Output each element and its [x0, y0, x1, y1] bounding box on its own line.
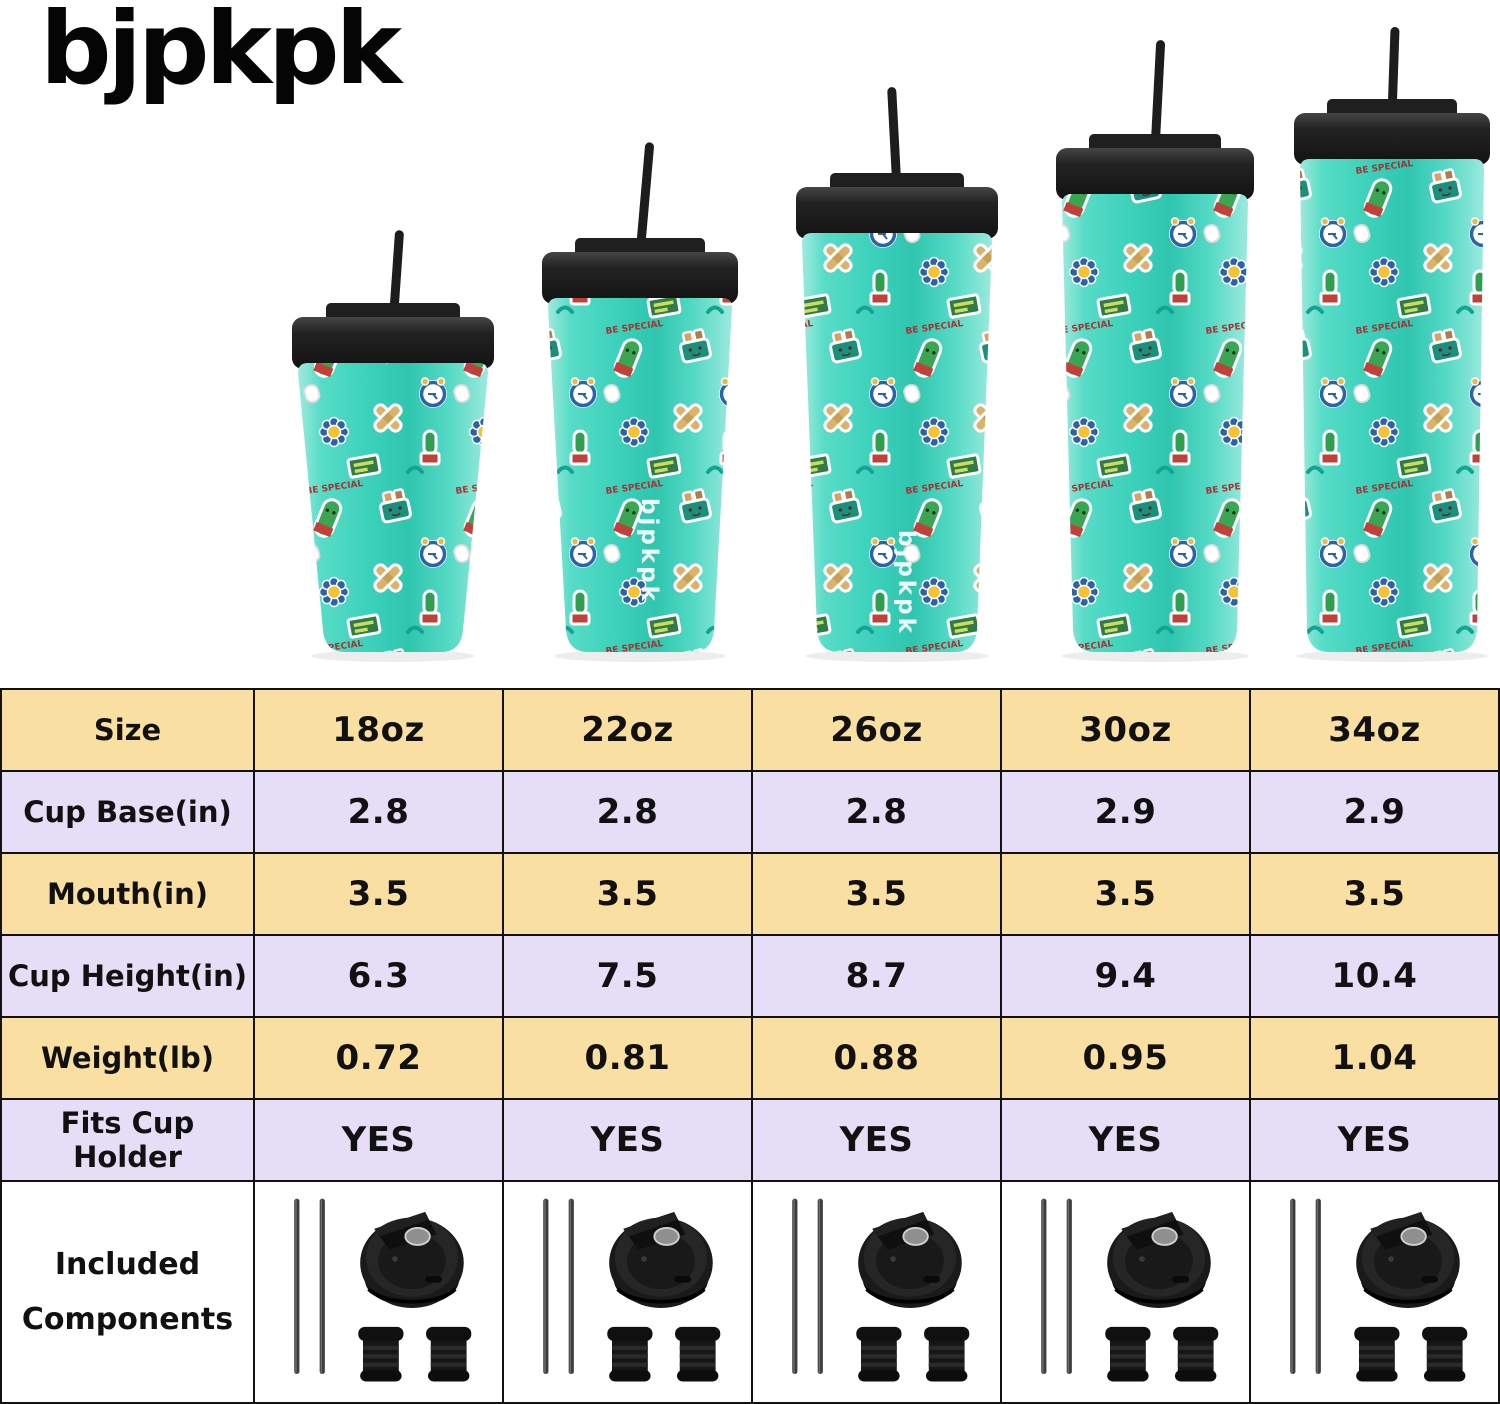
fits-cup-holder-26oz: YES — [753, 1100, 1000, 1180]
tumbler-18oz — [292, 230, 494, 662]
cup-shadow — [311, 650, 475, 662]
included-label-line1: Included — [54, 1247, 201, 1282]
included-components-image — [764, 1192, 990, 1392]
included-components-image — [1262, 1192, 1488, 1392]
weight-18oz: 0.72 — [255, 1018, 502, 1098]
lid — [1294, 113, 1490, 165]
included-components-image — [266, 1192, 492, 1392]
tumbler-body-stickers — [298, 363, 488, 652]
row-label-cup-base: Cup Base(in) — [2, 772, 253, 852]
tumbler-lineup-photo: BE SPECIAL bjpkpk — [292, 27, 1490, 662]
row-label-fits-cup-holder: Fits Cup Holder — [2, 1100, 253, 1180]
cup-logo: bjpkpk — [893, 530, 919, 636]
cup-height-34oz: 10.4 — [1251, 936, 1498, 1016]
cup-height-26oz: 8.7 — [753, 936, 1000, 1016]
straw-icon — [1150, 40, 1166, 156]
cup-base-26oz: 2.8 — [753, 772, 1000, 852]
fits-cup-holder-30oz: YES — [1002, 1100, 1249, 1180]
brand-logo: bjpkpk — [40, 0, 402, 107]
row-label-included-components: Included Components — [2, 1182, 253, 1402]
cup-shadow — [805, 650, 989, 662]
cup-base-34oz: 2.9 — [1251, 772, 1498, 852]
tumbler-30oz — [1056, 40, 1254, 662]
weight-30oz: 0.95 — [1002, 1018, 1249, 1098]
included-components-22oz — [504, 1182, 751, 1402]
weight-22oz: 0.81 — [504, 1018, 751, 1098]
row-label-mouth: Mouth(in) — [2, 854, 253, 934]
included-components-30oz — [1002, 1182, 1249, 1402]
lid — [796, 187, 998, 239]
tumbler-34oz — [1294, 27, 1490, 662]
included-label-line2: Components — [21, 1302, 234, 1337]
tumbler-body-stickers — [802, 233, 992, 652]
mouth-26oz: 3.5 — [753, 854, 1000, 934]
lid — [1056, 148, 1254, 200]
spec-table: Size 18oz 22oz 26oz 30oz 34oz Cup Base(i… — [0, 688, 1500, 1404]
mouth-34oz: 3.5 — [1251, 854, 1498, 934]
straw-icon — [635, 142, 654, 260]
mouth-18oz: 3.5 — [255, 854, 502, 934]
included-components-image — [1013, 1192, 1239, 1392]
included-components-18oz — [255, 1182, 502, 1402]
weight-26oz: 0.88 — [753, 1018, 1000, 1098]
tumbler-body-stickers — [1300, 159, 1484, 652]
cup-base-22oz: 2.8 — [504, 772, 751, 852]
size-30oz: 30oz — [1002, 690, 1249, 770]
size-34oz: 34oz — [1251, 690, 1498, 770]
tumbler-body-stickers — [1062, 194, 1248, 652]
fits-cup-holder-34oz: YES — [1251, 1100, 1498, 1180]
straw-icon — [1387, 27, 1400, 121]
straw-icon — [887, 87, 902, 195]
lid — [542, 252, 738, 304]
included-components-image — [515, 1192, 741, 1392]
cup-shadow — [1061, 650, 1249, 662]
cup-shadow — [554, 650, 726, 662]
cup-shadow — [1296, 650, 1488, 662]
cup-height-30oz: 9.4 — [1002, 936, 1249, 1016]
weight-34oz: 1.04 — [1251, 1018, 1498, 1098]
lid — [292, 317, 494, 369]
size-22oz: 22oz — [504, 690, 751, 770]
row-label-cup-height: Cup Height(in) — [2, 936, 253, 1016]
cup-base-30oz: 2.9 — [1002, 772, 1249, 852]
cup-base-18oz: 2.8 — [255, 772, 502, 852]
included-components-26oz — [753, 1182, 1000, 1402]
fits-cup-holder-18oz: YES — [255, 1100, 502, 1180]
tumbler-26oz: bjpkpk — [796, 87, 998, 662]
included-components-34oz — [1251, 1182, 1498, 1402]
fits-cup-holder-22oz: YES — [504, 1100, 751, 1180]
size-18oz: 18oz — [255, 690, 502, 770]
size-26oz: 26oz — [753, 690, 1000, 770]
mouth-22oz: 3.5 — [504, 854, 751, 934]
row-label-weight: Weight(lb) — [2, 1018, 253, 1098]
cup-height-18oz: 6.3 — [255, 936, 502, 1016]
mouth-30oz: 3.5 — [1002, 854, 1249, 934]
cup-logo: bjpkpk — [636, 498, 662, 604]
tumbler-body-stickers — [548, 298, 732, 652]
cup-height-22oz: 7.5 — [504, 936, 751, 1016]
row-label-size: Size — [2, 690, 253, 770]
tumbler-22oz: bjpkpk — [542, 142, 738, 662]
